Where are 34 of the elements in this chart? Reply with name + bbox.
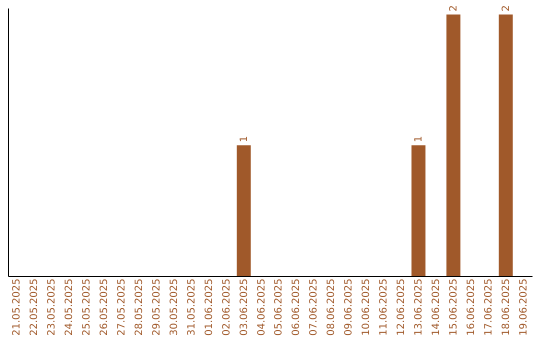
x-tick-label: 07.06.2025 [308, 278, 320, 336]
x-tick-label: 24.05.2025 [64, 278, 76, 336]
data-label: 1 [413, 136, 424, 142]
x-tick-label: 11.06.2025 [378, 278, 390, 336]
x-tick-label: 04.06.2025 [256, 278, 268, 336]
x-tick-label: 12.06.2025 [396, 278, 407, 336]
x-tick-label: 05.06.2025 [274, 278, 285, 336]
x-tick-label: 16.06.2025 [466, 278, 477, 336]
x-tick-label: 31.05.2025 [186, 278, 198, 336]
x-tick-label: 18.06.2025 [500, 278, 512, 336]
data-label: 1 [238, 136, 250, 142]
x-tick-label: 10.06.2025 [361, 278, 372, 336]
x-tick-label: 19.06.2025 [518, 278, 530, 336]
x-tick-label: 29.05.2025 [151, 278, 162, 336]
x-tick-label: 25.05.2025 [82, 278, 93, 336]
x-tick-label: 26.05.2025 [99, 278, 110, 336]
x-tick-label: 03.06.2025 [238, 278, 250, 336]
x-tick-label: 06.06.2025 [291, 278, 302, 336]
x-tick-label: 27.05.2025 [116, 278, 128, 336]
x-tick-label: 14.06.2025 [430, 278, 442, 336]
x-tick-label: 30.05.2025 [168, 278, 180, 336]
x-tick-label: 21.05.2025 [12, 278, 23, 336]
data-label: 2 [448, 5, 460, 12]
x-tick-label: 09.06.2025 [344, 278, 355, 336]
x-tick-label: 28.05.2025 [134, 278, 145, 336]
x-tick-label: 02.06.2025 [221, 278, 232, 336]
x-tick-label: 22.05.2025 [29, 278, 40, 336]
data-label: 2 [500, 5, 512, 12]
x-tick-label: 17.06.2025 [483, 278, 494, 336]
x-tick-label: 13.06.2025 [413, 278, 424, 336]
x-tick-label: 01.06.2025 [204, 278, 215, 336]
x-tick-label: 08.06.2025 [326, 278, 338, 336]
x-tick-label: 23.05.2025 [46, 278, 58, 336]
x-tick-label: 15.06.2025 [448, 278, 460, 336]
